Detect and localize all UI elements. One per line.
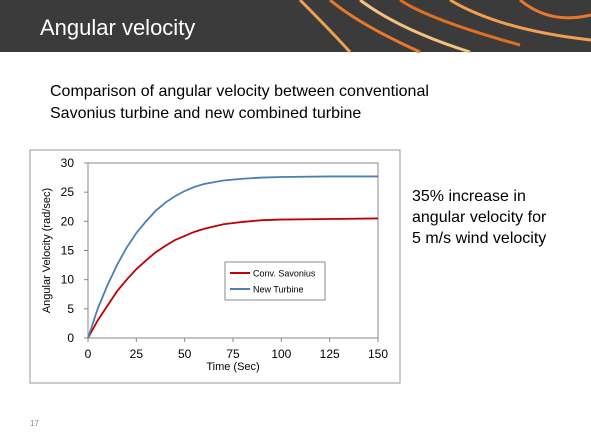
x-tick-label: 125 [320, 347, 340, 361]
y-tick-label: 15 [61, 244, 75, 258]
note-text: 5 m/s wind velocity [412, 230, 546, 247]
x-tick-label: 150 [368, 347, 388, 361]
legend-label: New Turbine [253, 285, 304, 295]
y-tick-label: 20 [61, 214, 75, 228]
legend-label: Conv. Savonius [253, 269, 316, 279]
page-number: 17 [30, 419, 39, 428]
y-tick-label: 0 [67, 331, 74, 345]
chart: 0 5 10 15 20 25 30 0 25 50 75 100 125 150 Time (Sec) An… [41, 156, 388, 373]
x-tick-label: 0 [85, 347, 92, 361]
note-text: angular velocity for [412, 209, 547, 226]
x-tick-label: 100 [271, 347, 291, 361]
y-tick-label: 10 [61, 273, 75, 287]
series-line [87, 175, 378, 339]
chart-frame [29, 149, 401, 384]
y-tick-label: 30 [61, 156, 75, 170]
header-bar [0, 0, 591, 52]
legend-box [224, 261, 326, 301]
series-line [87, 217, 379, 339]
intro-text: Savonius turbine and new combined turbin… [50, 105, 361, 122]
header-decoration [298, 0, 591, 54]
slide-title: Angular velocity [40, 15, 195, 40]
y-axis-label: Angular Velocity (rad/sec) [41, 188, 53, 313]
y-tick-label: 25 [61, 185, 75, 199]
x-tick-label: 50 [178, 347, 192, 361]
intro-text: Comparison of angular velocity between c… [50, 83, 429, 100]
x-tick-label: 75 [226, 347, 240, 361]
x-axis-label: Time (Sec) [206, 361, 259, 373]
x-tick-label: 25 [130, 347, 144, 361]
note-text: 35% increase in [412, 188, 526, 205]
y-tick-label: 5 [67, 302, 74, 316]
